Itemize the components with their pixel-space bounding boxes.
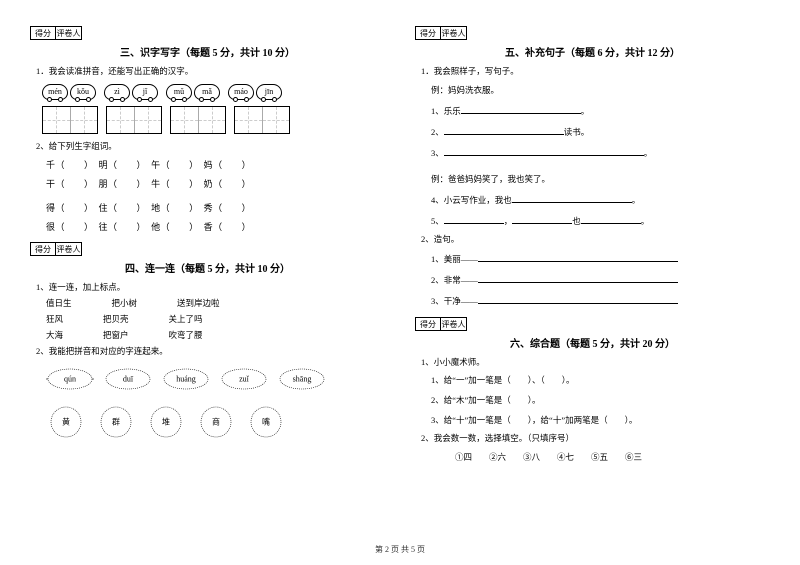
connect-row: 狂风把贝壳关上了吗 [46,313,385,325]
s6-opts: ①四 ②六 ③八 ④七 ⑤五 ⑥三 [455,451,770,463]
connect-row: 值日生把小树送到岸边啦 [46,297,385,309]
char-box[interactable] [42,106,98,134]
blank-line[interactable] [444,146,644,156]
s6-m3: 3、给“十”加一笔是（ ），给“十”加两笔是（ ）。 [431,414,770,426]
s5-ex2: 例：爸爸妈妈笑了，我也笑了。 [431,173,770,185]
blank-line[interactable] [512,193,632,203]
s5-i3: 3、。 [431,146,770,159]
s4-q2: 2、我能把拼音和对应的字连起来。 [36,345,385,358]
char-box-row [42,106,385,134]
s5-i2: 2、读书。 [431,125,770,138]
s6-q1: 1、小小魔术师。 [421,356,770,369]
starburst-pinyin: shāng [278,366,326,392]
right-column: 得分 评卷人 五、补充句子（每题 6 分，共计 12 分） 1．我会照样子，写句… [415,20,770,530]
s5-q2: 2、造句。 [421,233,770,246]
page-footer: 第 2 页 共 5 页 [0,544,800,555]
blank-line[interactable] [461,104,581,114]
grader-label: 评卷人 [441,26,467,40]
pinyin-cloud: jīn [256,84,282,100]
s4-q1: 1、连一连，加上标点。 [36,281,385,294]
s3-row: 千（ ） 明（ ） 午（ ） 妈（ ） [46,158,385,171]
s6-q2: 2、我会数一数，选择填空。（只填序号） [421,432,770,445]
section-5-title: 五、补充句子（每题 6 分，共计 12 分） [415,44,770,59]
s3-q1: 1．我会读准拼音，还能写出正确的汉字。 [36,65,385,78]
pinyin-cloud: jǐ [132,84,158,100]
pinyin-cloud: zì [104,84,130,100]
starburst-pinyin: duī [104,366,152,392]
section-4-title: 四、连一连（每题 5 分，共计 10 分） [30,260,385,275]
starburst-char: 堆 [146,404,186,440]
starburst-char: 商 [196,404,236,440]
s5-c2: 2、非常—— [431,273,770,286]
s5-i5: 5、，也。 [431,214,770,227]
s5-q1: 1．我会照样子，写句子。 [421,65,770,78]
starburst-char: 黄 [46,404,86,440]
blank-line[interactable] [478,273,678,283]
s5-i4: 4、小云写作业，我也。 [431,193,770,206]
score-label: 得分 [30,242,56,256]
s3-row: 得（ ） 住（ ） 地（ ） 秀（ ） [46,201,385,214]
score-label: 得分 [30,26,56,40]
s6-m2: 2、给“木”加一笔是（ ）。 [431,394,770,406]
pinyin-cloud: mǎ [194,84,220,100]
s5-c1: 1、美丽—— [431,252,770,265]
pinyin-cloud: mǔ [166,84,192,100]
s3-row: 干（ ） 朋（ ） 牛（ ） 奶（ ） [46,177,385,190]
char-burst-row: 黄 群 堆 商 嘴 [46,404,385,440]
grader-label: 评卷人 [56,242,82,256]
starburst-char: 嘴 [246,404,286,440]
blank-line[interactable] [444,214,504,224]
score-box-4: 得分 评卷人 [30,242,385,256]
section-3-title: 三、识字写字（每题 5 分，共计 10 分） [30,44,385,59]
score-label: 得分 [415,317,441,331]
pinyin-clouds-row: ménkǒu zìjǐ mǔmǎ máojīn [42,84,385,100]
grader-label: 评卷人 [441,317,467,331]
s5-ex1: 例：妈妈洗衣服。 [431,84,770,96]
section-6-title: 六、综合题（每题 5 分，共计 20 分） [415,335,770,350]
char-box[interactable] [170,106,226,134]
s5-i1: 1、乐乐。 [431,104,770,117]
connect-row: 大海把窗户吹弯了腰 [46,329,385,341]
score-label: 得分 [415,26,441,40]
pinyin-cloud: mén [42,84,68,100]
blank-line[interactable] [478,294,678,304]
starburst-pinyin: huáng [162,366,210,392]
blank-line[interactable] [512,214,572,224]
score-box-3: 得分 评卷人 [30,26,385,40]
blank-line[interactable] [444,125,564,135]
s6-m1: 1、给“一”加一笔是（ ）、（ ）。 [431,374,770,386]
s5-c3: 3、干净—— [431,294,770,307]
score-box-5: 得分 评卷人 [415,26,770,40]
s3-row: 很（ ） 往（ ） 他（ ） 香（ ） [46,220,385,233]
starburst-char: 群 [96,404,136,440]
pinyin-burst-row: qún duī huáng zuǐ shāng [46,366,385,392]
char-box[interactable] [106,106,162,134]
blank-line[interactable] [478,252,678,262]
char-box[interactable] [234,106,290,134]
left-column: 得分 评卷人 三、识字写字（每题 5 分，共计 10 分） 1．我会读准拼音，还… [30,20,385,530]
blank-line[interactable] [581,214,641,224]
s3-q2: 2、给下列生字组词。 [36,140,385,153]
starburst-pinyin: qún [46,366,94,392]
score-box-6: 得分 评卷人 [415,317,770,331]
pinyin-cloud: kǒu [70,84,96,100]
pinyin-cloud: máo [228,84,254,100]
starburst-pinyin: zuǐ [220,366,268,392]
grader-label: 评卷人 [56,26,82,40]
